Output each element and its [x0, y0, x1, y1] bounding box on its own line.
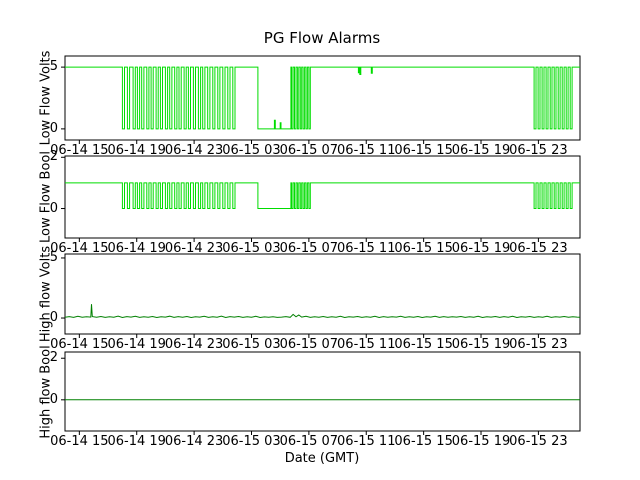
x-tick-label: 06-14 23	[164, 241, 224, 256]
x-tick-label: 06-15 15	[394, 241, 453, 256]
y-tick-label: 5	[49, 59, 58, 75]
x-tick-label: 06-15 03	[222, 434, 281, 449]
x-tick-label: 06-14 15	[50, 241, 109, 256]
x-tick-label: 06-15 15	[394, 143, 453, 158]
y-tick-label: 0	[49, 121, 58, 137]
x-tick-label: 06-15 19	[451, 434, 511, 449]
series-low-flow-volts	[65, 66, 580, 130]
x-tick-label: 06-14 19	[107, 337, 166, 352]
x-tick-label: 06-14 19	[107, 241, 166, 256]
x-tick-label: 06-14 19	[107, 434, 166, 449]
axes-frame-0	[64, 55, 581, 141]
series-low-flow-bool	[65, 182, 580, 209]
x-tick-label: 06-15 07	[279, 337, 339, 352]
x-tick-label: 06-15 23	[509, 241, 568, 256]
y-axis-label-low-flow-bool: Low Flow Bool	[38, 151, 54, 243]
x-tick-label: 06-14 15	[50, 143, 109, 158]
x-tick-label: 06-14 15	[50, 434, 109, 449]
x-tick-label: 06-14 23	[164, 143, 224, 158]
x-tick-label: 06-15 03	[222, 241, 281, 256]
x-tick-label: 06-14 15	[50, 337, 109, 352]
plot-title: PG Flow Alarms	[263, 29, 381, 47]
x-tick-label: 06-15 15	[394, 337, 453, 352]
y-tick-label: 2	[49, 149, 58, 165]
x-tick-label: 06-15 19	[451, 143, 511, 158]
x-tick-label: 06-15 23	[509, 434, 568, 449]
x-tick-label: 06-14 19	[107, 143, 166, 158]
x-tick-label: 06-15 07	[279, 434, 339, 449]
y-tick-label: 5	[49, 250, 58, 266]
x-tick-label: 06-15 23	[509, 143, 568, 158]
x-tick-label: 06-15 11	[337, 337, 396, 352]
x-tick-label: 06-15 11	[337, 143, 396, 158]
x-tick-label: 06-14 23	[164, 434, 224, 449]
x-axis-label: Date (GMT)	[284, 451, 360, 466]
x-tick-label: 06-15 07	[279, 241, 339, 256]
y-tick-label: 2	[49, 350, 58, 366]
x-tick-label: 06-15 15	[394, 434, 453, 449]
x-tick-label: 06-15 19	[451, 337, 511, 352]
axes-frame-2	[64, 253, 581, 335]
axes-frame-1	[64, 155, 581, 239]
x-tick-label: 06-14 23	[164, 337, 224, 352]
x-tick-label: 06-15 11	[337, 434, 396, 449]
x-tick-label: 06-15 11	[337, 241, 396, 256]
x-tick-label: 06-15 23	[509, 337, 568, 352]
axes-frame-3	[64, 351, 581, 432]
x-tick-label: 06-15 07	[279, 143, 339, 158]
x-tick-label: 06-15 03	[222, 337, 281, 352]
x-tick-label: 06-15 19	[451, 241, 511, 256]
y-tick-label: 0	[49, 310, 58, 326]
y-tick-label: 0	[49, 200, 58, 216]
x-tick-label: 06-15 03	[222, 143, 281, 158]
series-high-flow-volts	[64, 304, 581, 319]
y-tick-label: 0	[49, 391, 58, 407]
